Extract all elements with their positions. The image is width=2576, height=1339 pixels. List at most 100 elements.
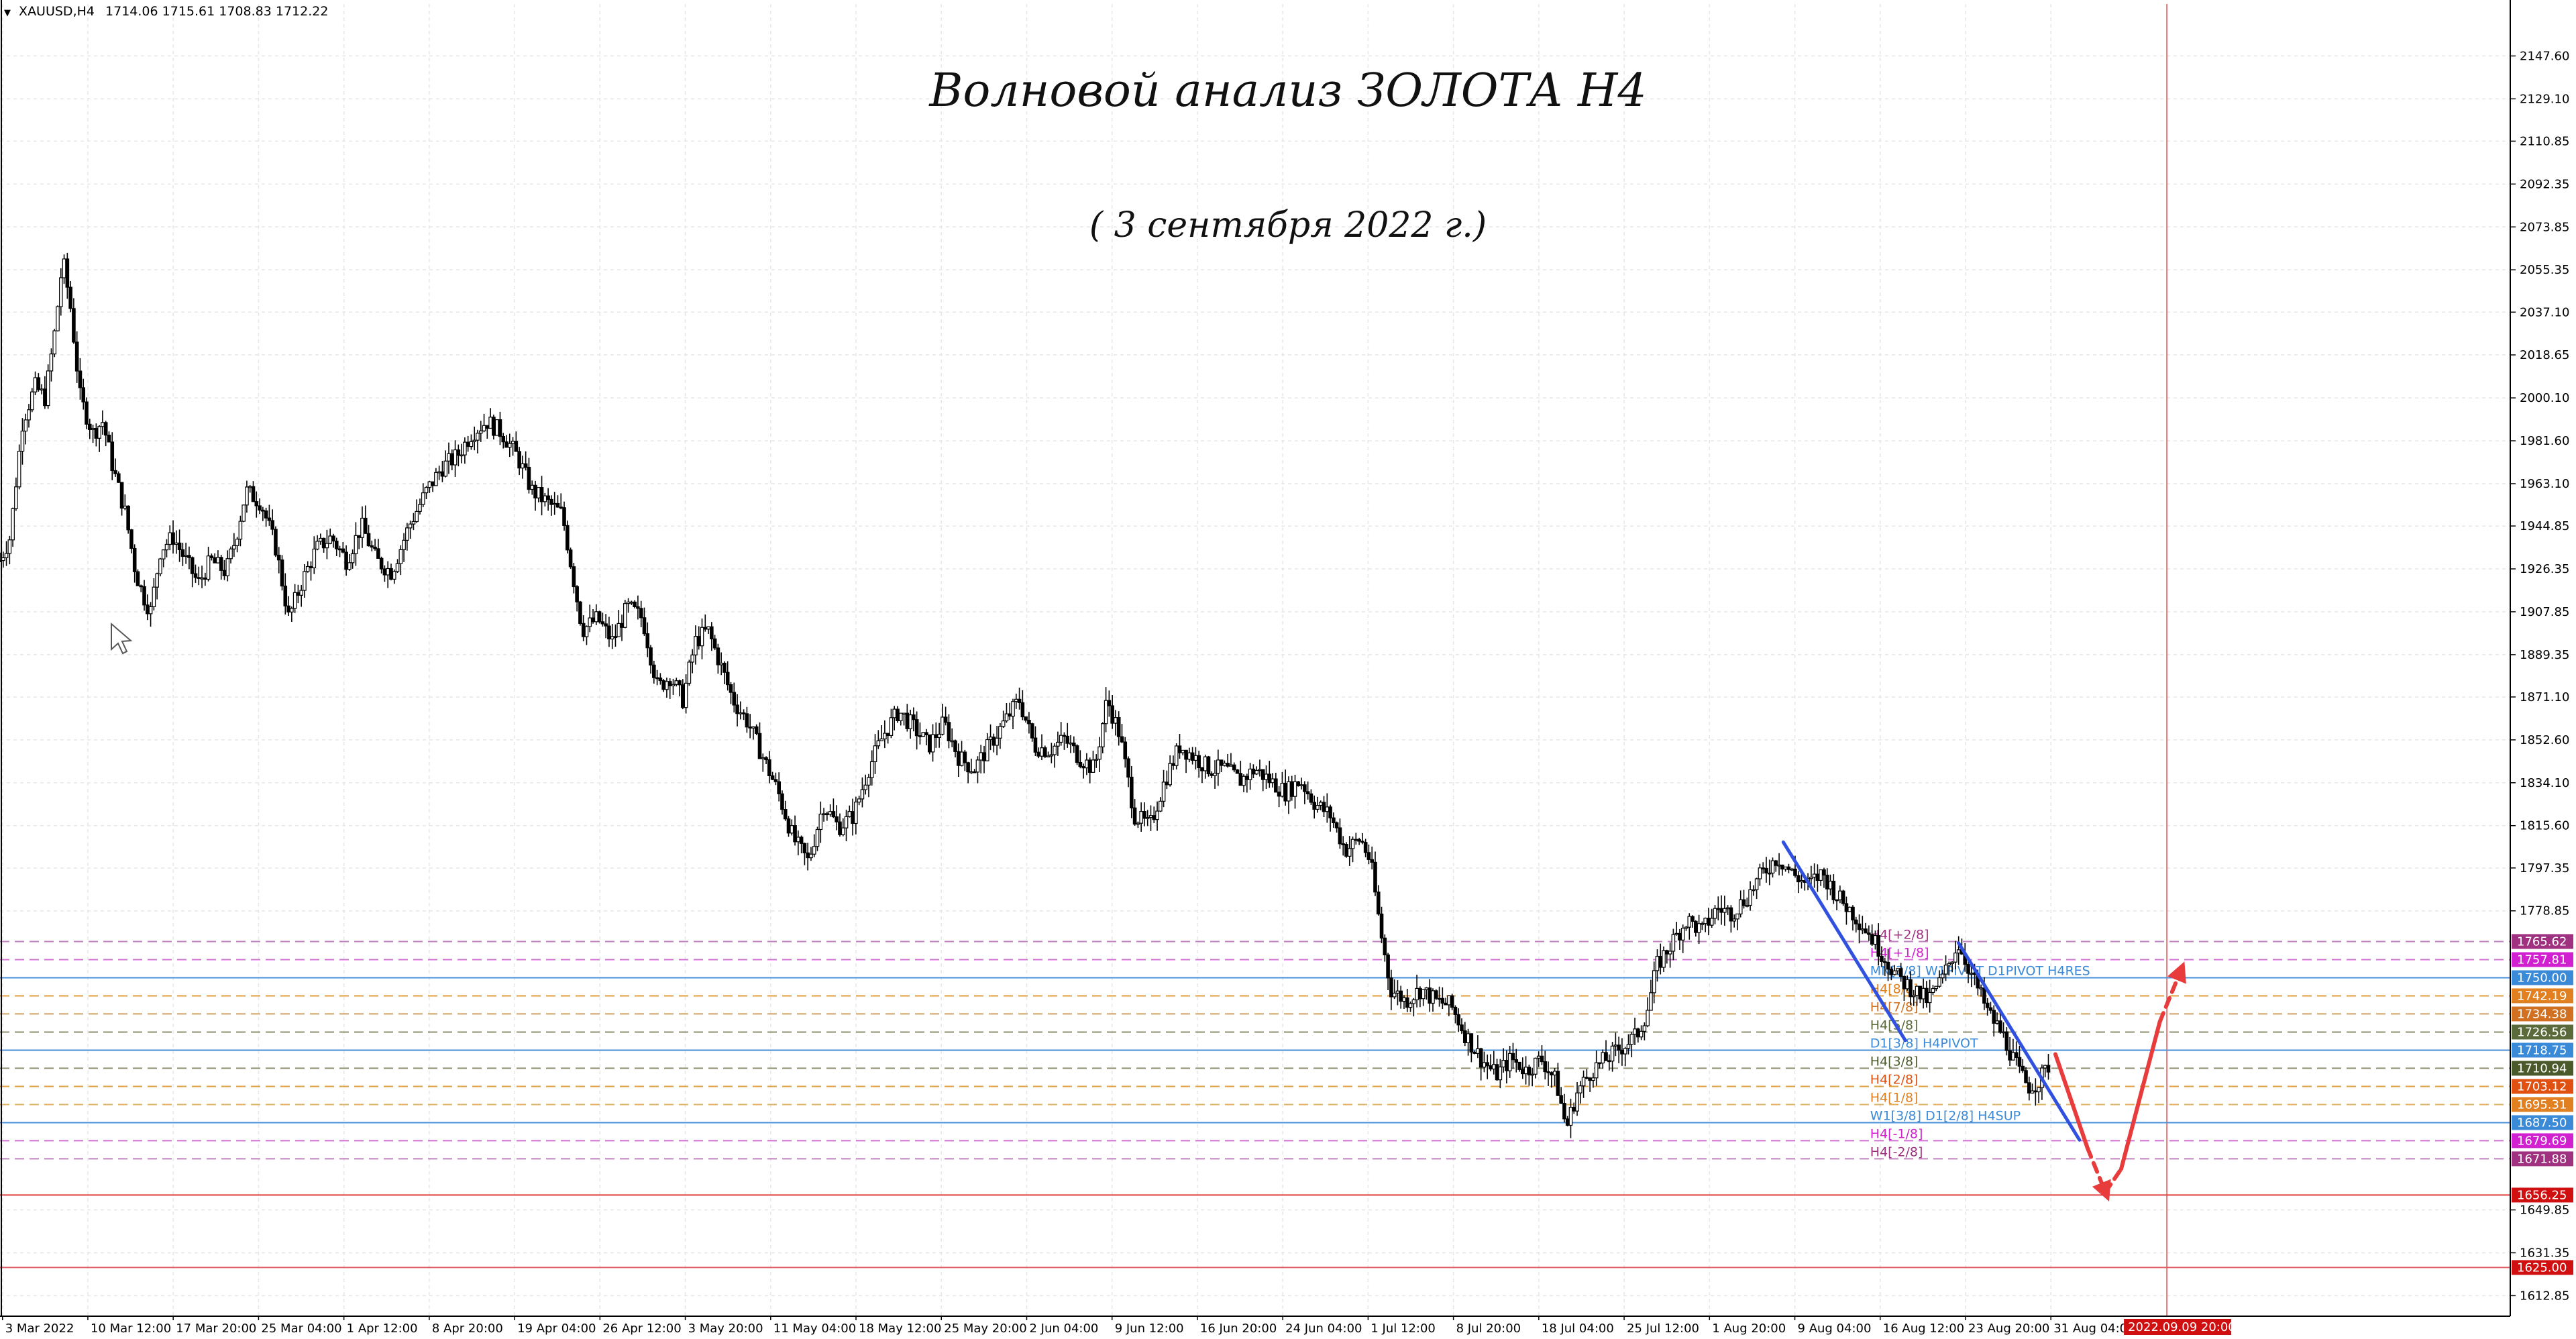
candle xyxy=(1543,1051,1548,1080)
candle-body xyxy=(1110,705,1114,724)
symbol-dropdown-icon[interactable]: ▼ xyxy=(4,8,11,18)
candle-body xyxy=(1950,961,1954,964)
candle xyxy=(129,529,133,553)
candle-body xyxy=(764,757,768,761)
candle-body xyxy=(1520,1069,1525,1075)
candle xyxy=(1447,995,1451,1016)
time-tag-label: 2022.09.09 20:00 xyxy=(2128,1320,2236,1334)
candle xyxy=(87,419,92,439)
candle-body xyxy=(1248,768,1252,780)
candle-body xyxy=(315,541,319,550)
candle-body xyxy=(1001,720,1006,727)
candle xyxy=(392,569,396,584)
price-tag: 1765.62 xyxy=(2512,934,2573,949)
candle xyxy=(793,815,797,846)
candle-body xyxy=(376,548,380,559)
candle-body xyxy=(1476,1048,1480,1054)
candle xyxy=(972,769,977,773)
candle xyxy=(1658,943,1663,975)
candle-body xyxy=(1159,800,1163,812)
candle xyxy=(1617,1036,1621,1064)
candle-body xyxy=(1197,755,1201,769)
candle-body xyxy=(1354,839,1358,841)
candle-body xyxy=(838,821,842,835)
price-tag-bg xyxy=(2512,1042,2573,1058)
candle xyxy=(30,388,34,413)
candle-body xyxy=(815,828,820,847)
candle xyxy=(667,678,672,699)
candle xyxy=(1460,1018,1464,1034)
x-tick-label: 9 Jun 12:00 xyxy=(1115,1322,1184,1336)
candle-body xyxy=(812,846,816,855)
candle-body xyxy=(1004,713,1009,722)
candle xyxy=(757,722,762,759)
candle xyxy=(1735,913,1739,930)
candle xyxy=(1287,776,1291,814)
candle xyxy=(132,544,137,583)
candle-body xyxy=(402,539,406,550)
candle xyxy=(366,525,371,547)
candle xyxy=(235,537,239,553)
candle-body xyxy=(292,592,297,609)
candle-body xyxy=(1206,756,1211,775)
candle-body xyxy=(546,495,550,500)
candle xyxy=(956,743,961,777)
candle-body xyxy=(1690,916,1695,922)
candle-body xyxy=(117,473,121,483)
candle xyxy=(325,529,329,559)
candle xyxy=(1126,756,1130,788)
candle-body xyxy=(930,734,935,753)
candle xyxy=(1909,971,1913,1006)
candle-body xyxy=(581,623,586,637)
candle xyxy=(1411,998,1416,1017)
candle xyxy=(292,584,297,613)
candle xyxy=(1216,749,1220,786)
candle xyxy=(337,545,342,557)
candle xyxy=(588,604,592,633)
candle xyxy=(488,408,492,429)
candle xyxy=(690,649,694,674)
candle-body xyxy=(190,557,195,574)
candle-body xyxy=(1793,868,1797,876)
candle-body xyxy=(1918,985,1923,1000)
candle-body xyxy=(11,508,15,541)
candle xyxy=(1703,917,1707,932)
candle-body xyxy=(912,714,916,720)
candle xyxy=(953,739,957,757)
candle-body xyxy=(1568,1107,1573,1126)
candle-body xyxy=(1193,755,1198,761)
candle xyxy=(1267,761,1272,788)
candle-body xyxy=(972,771,977,773)
candle-body xyxy=(264,510,268,519)
candle-body xyxy=(652,664,656,678)
candle xyxy=(276,547,281,574)
candle xyxy=(241,504,246,523)
time-tag: 2022.09.09 20:00 xyxy=(2124,1319,2236,1335)
candle xyxy=(572,563,576,594)
candle-body xyxy=(694,636,698,655)
candle-body xyxy=(1341,843,1345,845)
candle xyxy=(155,572,159,600)
candle xyxy=(1145,810,1150,826)
candle xyxy=(443,450,448,478)
candle xyxy=(107,431,111,443)
candle-body xyxy=(1245,775,1249,780)
candle-body xyxy=(1104,700,1108,725)
candle xyxy=(1338,818,1342,849)
candle-body xyxy=(1469,1033,1474,1053)
candle xyxy=(1581,1070,1586,1098)
candle-body xyxy=(1697,923,1701,933)
candle-body xyxy=(1642,1025,1647,1032)
candle-body xyxy=(1213,772,1217,776)
candle-body xyxy=(232,545,236,549)
candle-body xyxy=(460,454,464,457)
candle xyxy=(1825,868,1829,900)
candle xyxy=(1418,986,1422,1008)
candle-body xyxy=(575,586,579,602)
candle xyxy=(1943,955,1948,981)
candle xyxy=(119,482,124,516)
candle-body xyxy=(969,771,973,773)
price-tag: 1726.56 xyxy=(2512,1024,2573,1040)
